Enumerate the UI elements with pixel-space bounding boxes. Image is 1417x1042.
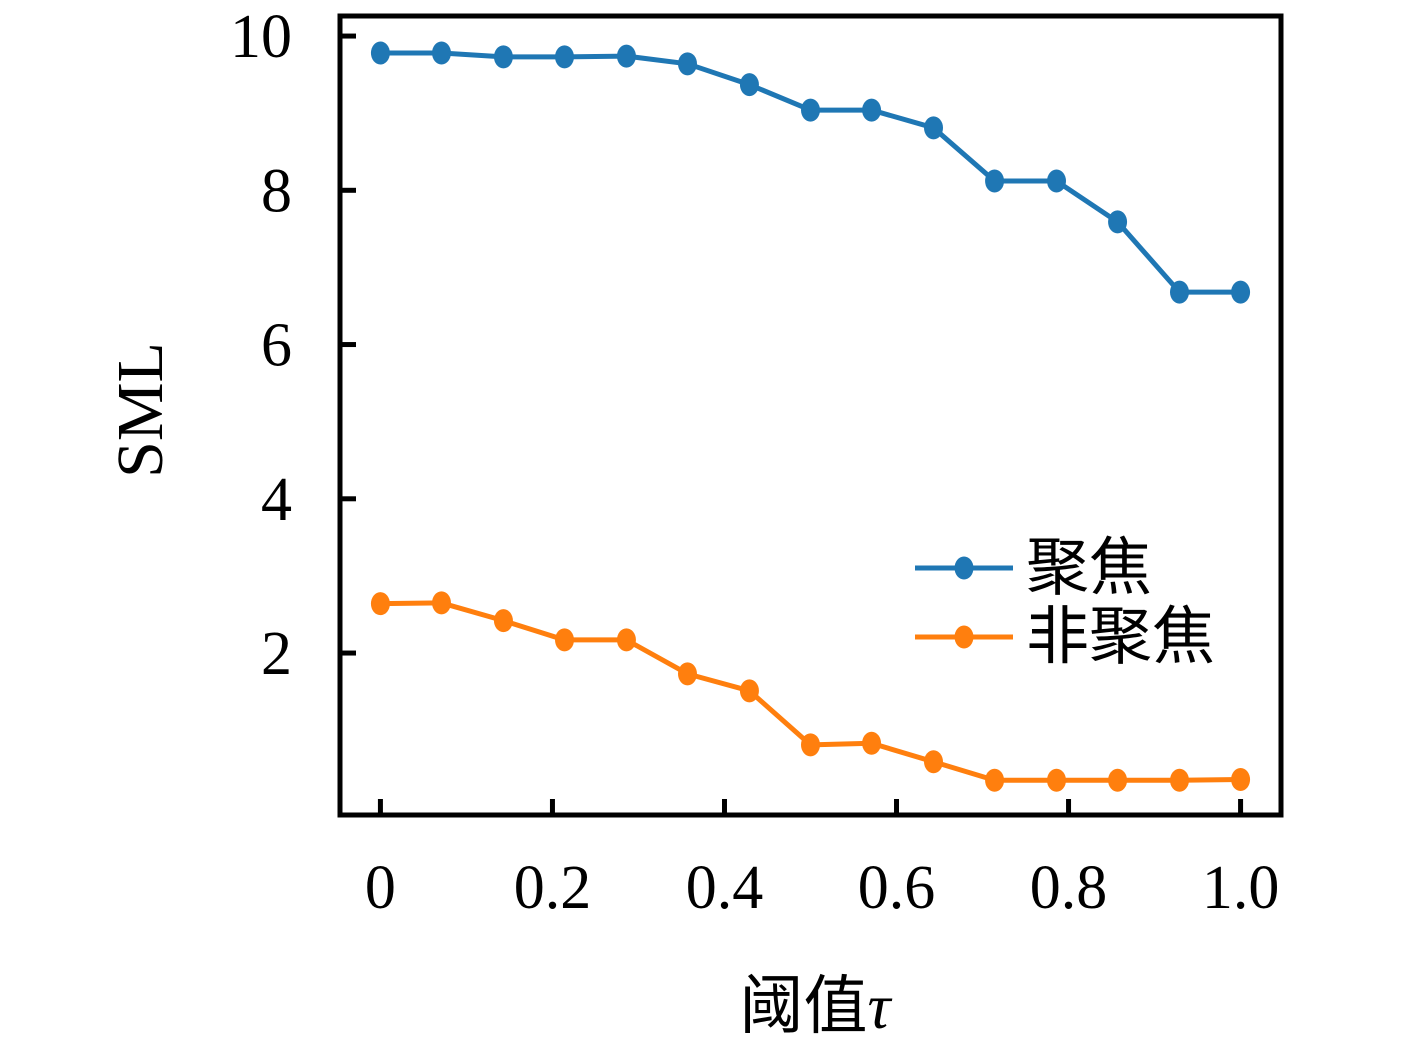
y-tick-label: 4 xyxy=(261,466,292,534)
x-tick-label: 0 xyxy=(365,854,396,922)
x-axis-label: 阈值τ xyxy=(740,971,893,1042)
series-line-0 xyxy=(380,50,1241,295)
data-point xyxy=(370,41,390,65)
x-tick-label: 1.0 xyxy=(1202,854,1280,922)
data-point xyxy=(677,662,697,686)
y-axis-label: SML xyxy=(104,342,177,478)
data-point xyxy=(985,169,1005,193)
data-point xyxy=(801,733,820,757)
data-point xyxy=(1108,768,1128,792)
data-point xyxy=(862,731,882,755)
data-point xyxy=(554,45,574,69)
x-tick-label: 0.8 xyxy=(1030,854,1108,922)
data-point xyxy=(616,44,636,68)
data-point xyxy=(370,592,390,616)
data-point xyxy=(677,52,697,76)
data-point xyxy=(1047,169,1067,193)
data-point xyxy=(1170,280,1190,304)
data-point xyxy=(616,628,636,652)
data-point xyxy=(431,591,451,615)
data-point xyxy=(493,45,513,69)
legend-entry: 聚焦 xyxy=(915,533,1152,603)
data-point xyxy=(739,73,759,97)
data-point xyxy=(1231,280,1251,304)
data-point xyxy=(924,116,944,140)
x-tick-label: 0.2 xyxy=(514,854,592,922)
data-point xyxy=(1170,768,1190,792)
data-point xyxy=(739,679,759,703)
data-point xyxy=(431,41,451,65)
y-tick-label: 6 xyxy=(261,312,292,380)
legend-label: 非聚焦 xyxy=(1026,602,1215,672)
y-tick-label: 8 xyxy=(261,157,292,225)
plot-area: 0 0.2 0.4 0.6 0.8 1.0 2 4 6 8 10 xyxy=(230,3,1279,922)
legend-marker xyxy=(954,556,974,580)
data-point xyxy=(924,750,944,774)
data-point xyxy=(862,98,882,122)
data-point xyxy=(801,98,820,122)
plot-frame xyxy=(337,13,1284,818)
legend-label: 聚焦 xyxy=(1026,533,1152,603)
x-tick-label: 0.4 xyxy=(686,854,764,922)
x-tick-label: 0.6 xyxy=(858,854,936,922)
data-point xyxy=(1231,768,1251,792)
data-point xyxy=(493,609,513,633)
data-point xyxy=(1108,210,1128,234)
legend-marker xyxy=(954,625,974,649)
data-point xyxy=(985,768,1005,792)
data-point xyxy=(554,628,574,652)
data-point xyxy=(1047,768,1067,792)
y-tick-label: 10 xyxy=(230,3,292,71)
y-tick-label: 2 xyxy=(261,620,292,688)
legend-entry: 非聚焦 xyxy=(915,602,1215,672)
